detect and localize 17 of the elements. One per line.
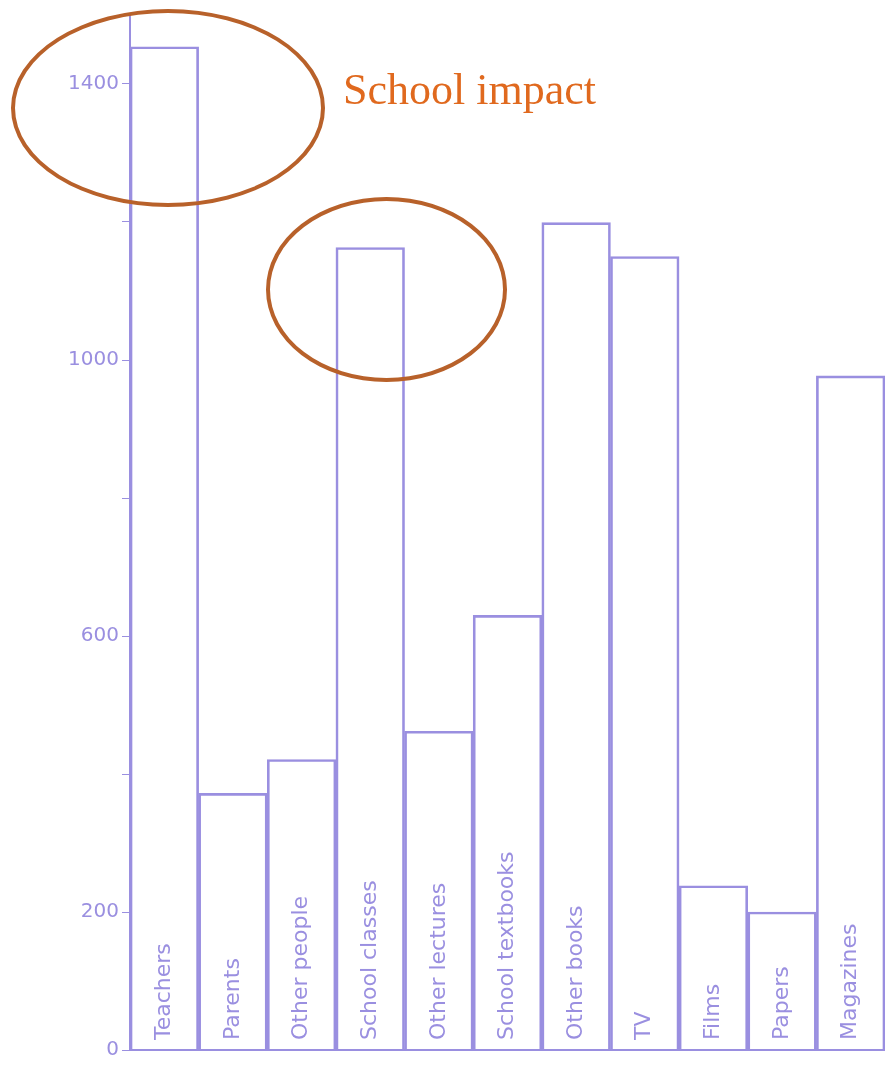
x-tick-label: Parents [218, 958, 244, 1040]
x-tick-label: School textbooks [493, 851, 519, 1040]
annotation: School impact [343, 64, 596, 115]
y-tick-label: 1400 [68, 70, 119, 95]
y-tick-label: 200 [80, 898, 119, 923]
x-tick-label: Other books [561, 905, 587, 1040]
x-tick-label: Magazines [836, 923, 862, 1040]
x-tick-label: School classes [355, 880, 381, 1040]
x-tick-label: Papers [767, 966, 793, 1040]
y-tick-label: 0 [106, 1036, 119, 1061]
x-tick-label: Films [699, 983, 725, 1040]
y-tick-label: 600 [80, 622, 119, 647]
y-tick-label: 1000 [68, 346, 119, 371]
x-tick-label: Other lectures [424, 882, 450, 1040]
x-tick-label: TV [630, 1011, 656, 1041]
x-tick-label: Other people [287, 895, 313, 1040]
x-tick-label: Teachers [150, 943, 176, 1041]
